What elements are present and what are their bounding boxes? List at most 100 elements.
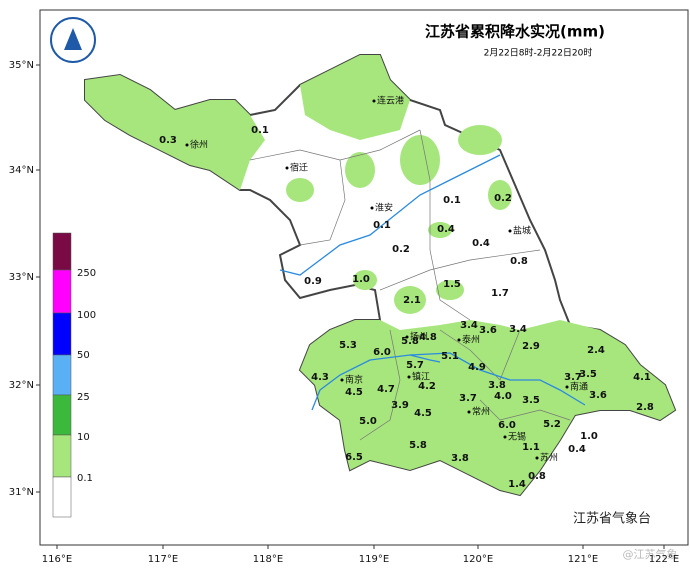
lat-label: 35°N [9,60,34,71]
station-value: 2.8 [636,402,654,413]
station-value: 5.8 [401,336,419,347]
city-name: 苏州 [540,452,558,464]
station-value: 0.1 [443,195,461,206]
city-dot [565,385,569,389]
city-dot [508,229,512,233]
city-dot [535,456,539,460]
lon-label: 117°E [148,554,178,565]
legend-label: 0.1 [77,473,93,484]
lon-label: 122°E [649,554,679,565]
station-value: 5.7 [406,360,424,371]
station-value: 5.0 [359,416,377,427]
station-value: 0.8 [510,256,528,267]
station-value: 2.4 [587,345,605,356]
station-value: 0.4 [472,238,490,249]
legend-label: 50 [77,350,90,361]
lon-label: 120°E [463,554,493,565]
city-name: 无锡 [508,432,526,443]
legend-label: 250 [77,268,96,279]
lon-label: 118°E [253,554,283,565]
station-value: 3.6 [589,390,607,401]
legend-label: 25 [77,392,90,403]
city-dot [185,143,189,147]
city-dot [372,99,376,103]
station-value: 0.2 [494,193,512,204]
lat-label: 33°N [9,272,34,283]
station-value: 5.3 [339,340,357,351]
station-value: 5.2 [543,419,561,430]
station-value: 4.5 [345,387,363,398]
title: 江苏省累积降水实况(mm) [425,23,605,41]
watermark: @江苏气象 [623,547,678,561]
station-value: 4.3 [311,372,329,383]
city-dot [370,206,374,210]
city-name: 扬州 [410,331,428,343]
station-value: 3.4 [460,320,478,331]
station-value: 5.1 [441,351,459,362]
station-value: 4.2 [418,381,436,392]
organization: 江苏省气象台 [573,511,651,527]
station-value: 4.0 [494,391,512,402]
station-value: 0.1 [251,125,269,136]
station-value: 1.0 [352,274,370,285]
station-value: 0.3 [159,135,177,146]
station-value: 2.9 [522,341,540,352]
station-value: 3.8 [451,453,469,464]
city-name: 盐城 [513,225,531,237]
station-value: 4.7 [377,384,395,395]
city-name: 淮安 [375,202,393,214]
station-value: 0.9 [304,276,322,287]
station-value: 3.5 [579,369,597,380]
lat-label: 34°N [9,165,34,176]
river [279,154,586,411]
station-value: 4.5 [414,408,432,419]
city-dot [503,435,507,439]
subtitle: 2月22日8时-2月22日20时 [484,47,593,59]
station-value: 0.4 [437,224,455,235]
prefecture-border [249,129,571,441]
city-dot [405,335,409,339]
lon-label: 116°E [42,554,72,565]
station-value: 3.4 [509,324,527,335]
station-value: 6.0 [373,347,391,358]
city-name: 徐州 [190,139,208,151]
station-value: 3.5 [522,395,540,406]
station-value: 0.2 [392,244,410,255]
station-value: 0.8 [528,471,546,482]
legend-colorbar [52,232,72,518]
lon-label: 121°E [568,554,598,565]
lat-label: 32°N [9,380,34,391]
city-dot [285,166,289,170]
station-value: 1.4 [508,479,526,490]
station-value: 0.4 [568,444,586,455]
station-value: 3.9 [391,400,409,411]
city-dot [407,375,411,379]
city-name: 南京 [345,374,363,386]
station-value: 2.1 [403,295,421,306]
station-value: 4.1 [633,372,651,383]
city-dot [457,338,461,342]
city-name: 宿迁 [290,162,308,174]
station-value: 3.7 [564,372,582,383]
station-value: 3.7 [459,393,477,404]
city-dot [467,410,471,414]
city-name: 连云港 [377,95,404,107]
station-value: 6.5 [345,452,363,463]
station-value: 3.6 [479,325,497,336]
city-name: 常州 [472,406,490,418]
station-value: 1.5 [443,279,461,290]
lon-label: 119°E [359,554,389,565]
city-dot [340,378,344,382]
lat-label: 31°N [9,487,34,498]
station-value: 0.1 [373,220,391,231]
station-value: 3.8 [488,380,506,391]
legend-label: 10 [77,432,90,443]
station-value: 1.0 [580,431,598,442]
station-value: 1.1 [522,442,540,453]
station-value: 4.9 [468,362,486,373]
legend-label: 100 [77,310,96,321]
station-value: 5.8 [409,440,427,451]
city-name: 镇江 [412,371,430,383]
station-value: 1.7 [491,288,509,299]
